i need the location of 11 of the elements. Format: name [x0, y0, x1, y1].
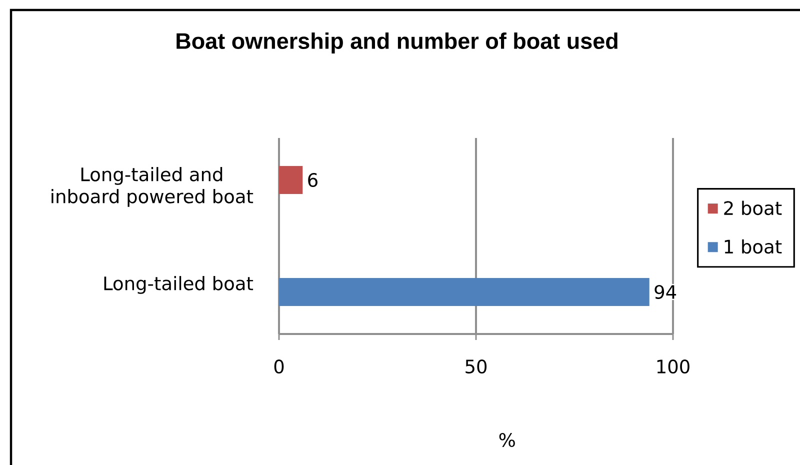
x-tick-label: 100	[657, 360, 690, 374]
legend-label: 1 boat	[724, 239, 782, 254]
x-axis-title: %	[499, 433, 515, 448]
y-tick-label: Long-tailed boat	[104, 276, 254, 294]
y-tick-label: Long-tailed and inboard powered boat	[52, 167, 254, 207]
legend-label: 2 boat	[724, 200, 782, 216]
data-label: 94	[654, 284, 676, 299]
chart-title: Boat ownership and number of boat used	[176, 32, 618, 54]
x-tick-label: 50	[466, 360, 487, 374]
data-label: 6	[308, 172, 318, 187]
x-tick-label: 0	[274, 360, 284, 374]
